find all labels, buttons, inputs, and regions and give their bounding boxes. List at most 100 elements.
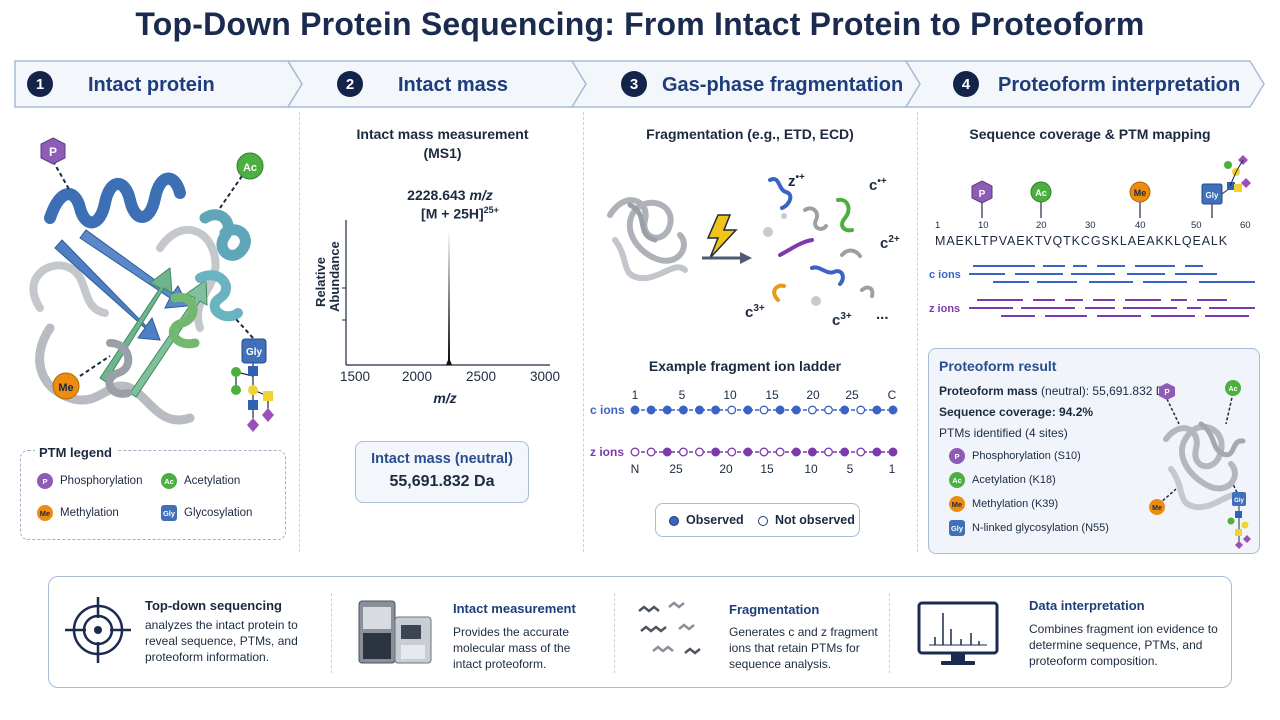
legend-item-acetylation: Ac Acetylation (161, 473, 240, 489)
seq-pos-10: 10 (978, 220, 989, 231)
summary-separator (889, 593, 890, 673)
legend-item-phosphorylation: P Phosphorylation (37, 473, 142, 489)
seq-pos-20: 20 (1036, 220, 1047, 231)
ladder-title: Example fragment ion ladder (648, 358, 842, 374)
step-number-2: 2 (337, 71, 363, 97)
fragment-label-c3-left: c3+ (745, 303, 765, 321)
methyl-badge: Me (52, 372, 80, 400)
coverage-fragment-bars (969, 265, 1255, 317)
legend-item-glycosylation: Gly Glycosylation (161, 505, 253, 521)
fragments-icon (638, 601, 701, 655)
protein-sequence: MAEKLTPVAEKTVQTKCGSKLAEAKKLQEALK (935, 234, 1229, 248)
c-ion-marker (695, 405, 704, 415)
seq-pos-1: 1 (935, 220, 941, 231)
phospho-badge-label: P (49, 145, 57, 159)
coverage-c-ions-label: c ions (929, 269, 961, 281)
z-ion-marker (856, 447, 866, 457)
summary-title-measurement: Intact measurement (453, 601, 576, 616)
fragmentation-illustration (607, 177, 875, 306)
c-ion-marker (630, 405, 640, 415)
seq-pos-60: 60 (1240, 220, 1251, 231)
result-mass: Proteoform mass (neutral): 55,691.832 Da (939, 384, 1172, 398)
fragment-ladder-chart (630, 405, 898, 457)
z-ion-marker (824, 447, 833, 457)
fragment-label-z: z•+ (788, 172, 805, 190)
step-bar (14, 60, 1265, 108)
result-glyco-icon: Gly (949, 520, 965, 536)
peak-ion-label: [M + 25H]25+ (421, 205, 499, 222)
ms1-xtick-1500: 1500 (339, 369, 371, 384)
peak-annotation: 2228.643 m/z (407, 187, 493, 203)
c-ion-marker (662, 405, 672, 415)
observed-marker (669, 516, 679, 526)
coverage-glyco-label: Gly (1206, 191, 1219, 200)
coverage-heading: Sequence coverage & PTM mapping (969, 126, 1211, 142)
ptm-legend: PTM legend P Phosphorylation Ac Acetylat… (20, 445, 286, 540)
legend-not-observed-label: Not observed (775, 513, 855, 527)
z-ion-marker (872, 447, 882, 457)
fragment-label-c3-right: c3+ (832, 311, 852, 329)
c-ion-marker (743, 405, 753, 415)
result-ptms-count: PTMs identified (4 sites) (939, 426, 1068, 440)
ms1-xtick-2000: 2000 (401, 369, 433, 384)
ptm-site-markers: P Ac Me Gly (971, 155, 1251, 218)
z-ion-marker (807, 447, 817, 457)
ladder-c-label: c ions (590, 403, 625, 417)
methyl-badge-label: Me (58, 382, 73, 394)
fragment-label-c-radical: c•+ (869, 176, 887, 194)
coverage-phospho-label: P (979, 189, 986, 200)
panel-divider (299, 112, 300, 552)
step-label-intact-protein: Intact protein (88, 73, 215, 96)
protein-structure-illustration (29, 160, 274, 432)
z-ion-marker (646, 447, 656, 457)
fragmentation-heading: Fragmentation (e.g., ETD, ECD) (646, 126, 854, 142)
page-title: Top-Down Protein Sequencing: From Intact… (135, 6, 1145, 42)
step-label-fragmentation: Gas-phase fragmentation (662, 73, 904, 96)
result-ptm-methyl: Me Methylation (K39) (949, 496, 1058, 512)
proteoform-glyco-label: Gly (1234, 498, 1244, 504)
c-ion-marker (840, 405, 850, 415)
seq-pos-30: 30 (1085, 220, 1096, 231)
coverage-acetyl-label: Ac (1035, 188, 1047, 198)
ms1-xtick-3000: 3000 (529, 369, 561, 384)
ptm-legend-title: PTM legend (35, 445, 116, 460)
step-number-4: 4 (953, 71, 979, 97)
glyco-badge-label: Gly (246, 347, 263, 358)
c-ion-marker (646, 405, 656, 415)
result-methyl-icon: Me (949, 496, 965, 512)
result-acetyl-icon: Ac (949, 472, 965, 488)
fragment-label-c2: c2+ (880, 234, 900, 252)
acetyl-legend-icon: Ac (161, 473, 177, 489)
summary-title-fragmentation: Fragmentation (729, 602, 820, 617)
ms1-xlabel: m/z (433, 390, 457, 406)
summary-text-topdown: analyzes the intact protein to reveal se… (145, 618, 298, 664)
z-ion-marker (695, 447, 704, 457)
legend-item-methylation: Me Methylation (37, 505, 119, 521)
phospho-legend-icon: P (37, 473, 53, 489)
c-ion-marker (791, 405, 801, 415)
result-ptm-glyco: Gly N-linked glycosylation (N55) (949, 520, 1109, 536)
ms1-heading-line2: (MS1) (423, 145, 462, 161)
summary-separator (331, 593, 332, 673)
c-ion-marker (678, 405, 688, 415)
c-ion-marker (759, 405, 769, 415)
proteoform-structure-illustration: P Ac Me Gly (1149, 380, 1251, 549)
z-ion-marker (711, 447, 721, 457)
seq-pos-50: 50 (1191, 220, 1202, 231)
z-ion-marker (630, 447, 640, 457)
result-ptm-phospho: P Phosphorylation (S10) (949, 448, 1081, 464)
c-ion-marker (711, 405, 721, 415)
c-ion-marker (824, 405, 833, 415)
coverage-z-ions-label: z ions (929, 303, 961, 315)
step-label-intact-mass: Intact mass (398, 73, 509, 96)
intact-mass-box: Intact mass (neutral) 55,691.832 Da (355, 441, 529, 503)
summary-box: Top-down sequencing analyzes the intact … (48, 576, 1232, 688)
step-label-proteoform: Proteoform interpretation (998, 73, 1241, 96)
c-ion-marker (807, 405, 817, 415)
acetyl-badge: Ac (236, 152, 264, 180)
panel-divider (583, 112, 584, 552)
z-ion-marker (759, 447, 769, 457)
result-coverage: Sequence coverage: 94.2% (939, 405, 1094, 419)
fragment-label-ellipsis: ... (876, 306, 889, 323)
methyl-legend-icon: Me (37, 505, 53, 521)
